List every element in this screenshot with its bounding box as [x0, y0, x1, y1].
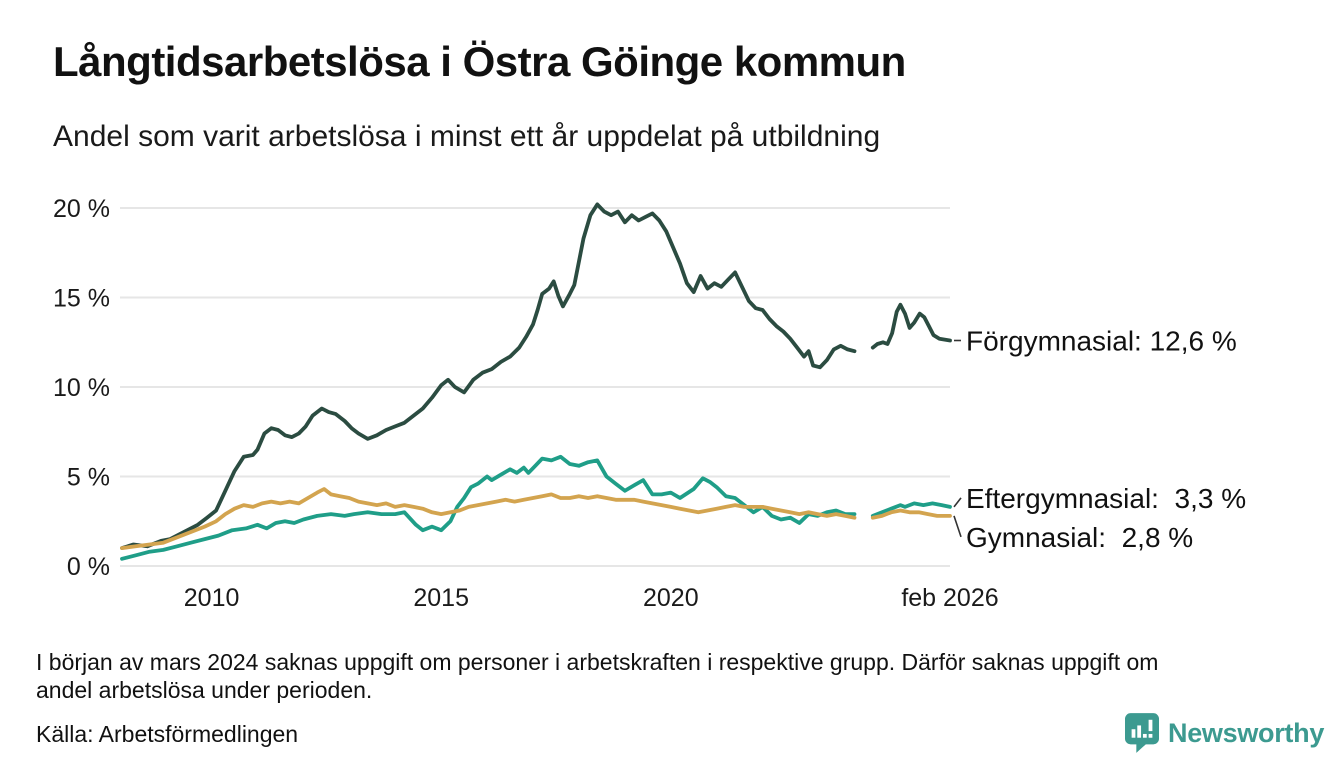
footnote-line-1: I början av mars 2024 saknas uppgift om … — [36, 649, 1159, 675]
y-tick-label: 0 % — [67, 553, 110, 581]
y-tick-label: 10 % — [53, 374, 110, 402]
series-line-eftergymnasial — [870, 501, 952, 518]
chart-title: Långtidsarbetslösa i Östra Göinge kommun — [53, 38, 906, 85]
chart-subtitle: Andel som varit arbetslösa i minst ett å… — [53, 120, 881, 153]
newsworthy-chart-bubble-icon — [1125, 713, 1159, 753]
series-end-label-eftergymnasial: Eftergymnasial: 3,3 % — [966, 483, 1246, 514]
footnote-line-2: andel arbetslösa under perioden. — [36, 677, 373, 703]
x-tick-label: 2015 — [413, 584, 469, 612]
x-tick-label: feb 2026 — [901, 584, 998, 612]
x-tick-label: 2010 — [184, 584, 240, 612]
x-tick-label: 2020 — [643, 584, 699, 612]
label-connector-eftergymnasial — [953, 497, 962, 508]
source-attribution: Källa: Arbetsförmedlingen — [36, 721, 299, 747]
y-tick-label: 5 % — [67, 464, 110, 492]
series-line-eftergymnasial — [120, 454, 857, 561]
series-end-label-gymnasial: Gymnasial: 2,8 % — [966, 522, 1193, 553]
footnote: I början av mars 2024 saknas uppgift om … — [36, 648, 1316, 704]
series-line-forgymnasial — [870, 302, 952, 350]
series-line-gymnasial — [870, 508, 952, 520]
newsworthy-wordmark: Newsworthy — [1168, 717, 1325, 748]
newsworthy-logo: Newsworthy — [1125, 713, 1324, 753]
label-connector-gymnasial — [953, 515, 962, 538]
series-line-forgymnasial — [120, 202, 857, 550]
series-end-label-forgymnasial: Förgymnasial: 12,6 % — [966, 326, 1237, 357]
y-tick-label: 15 % — [53, 285, 110, 313]
series-line-gymnasial — [120, 487, 857, 550]
y-tick-label: 20 % — [53, 195, 110, 223]
